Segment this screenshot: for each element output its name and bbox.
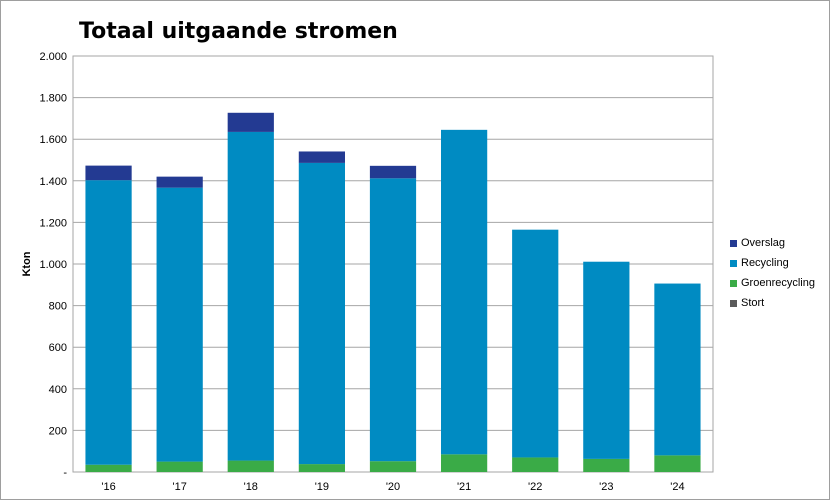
bar-recycling	[156, 187, 203, 462]
bar-groenrecycling	[441, 454, 488, 472]
bar-recycling	[227, 131, 274, 461]
bar-recycling	[85, 180, 132, 465]
bar-overslag	[156, 176, 203, 188]
y-tick-label: 1.600	[39, 134, 67, 146]
bar-recycling	[441, 129, 488, 455]
x-tick-label: '24	[670, 481, 684, 493]
legend-label: Overslag	[741, 237, 786, 249]
legend-item: Stort	[730, 293, 815, 313]
x-tick-label: '20	[386, 481, 400, 493]
bar-recycling	[654, 283, 701, 456]
x-tick-label: '18	[244, 481, 258, 493]
chart-title: Totaal uitgaande stromen	[79, 19, 398, 44]
y-tick-label: 1.000	[39, 259, 67, 271]
legend-item: Recycling	[730, 253, 815, 273]
y-tick-label: 1.400	[39, 176, 67, 188]
bar-groenrecycling	[156, 461, 203, 472]
y-tick-label: 400	[49, 384, 67, 396]
bar-groenrecycling	[369, 461, 417, 472]
y-tick-label: -	[63, 467, 67, 479]
y-tick-label: 1.800	[39, 93, 67, 105]
bar-overslag	[369, 165, 417, 179]
x-tick-label: '19	[315, 481, 329, 493]
legend-swatch	[730, 299, 737, 307]
x-tick-label: '17	[172, 481, 186, 493]
bar-groenrecycling	[583, 458, 630, 472]
bar-overslag	[298, 151, 345, 163]
bar-overslag	[227, 112, 274, 132]
legend-swatch	[730, 279, 737, 287]
legend-item: Overslag	[730, 233, 815, 253]
bar-groenrecycling	[298, 464, 345, 472]
legend-swatch	[730, 239, 737, 247]
legend-item: Groenrecycling	[730, 273, 815, 293]
bar-overslag	[85, 165, 132, 181]
bar-groenrecycling	[654, 455, 701, 472]
y-tick-label: 1.200	[39, 217, 67, 229]
y-tick-label: 600	[49, 342, 67, 354]
y-axis-label: Kton	[21, 251, 33, 276]
bar-recycling	[512, 229, 559, 458]
y-tick-label: 200	[49, 425, 67, 437]
bar-groenrecycling	[512, 457, 559, 472]
legend-label: Recycling	[741, 257, 789, 269]
bar-recycling	[583, 261, 630, 459]
x-tick-label: '22	[528, 481, 542, 493]
chart-legend: Overslag Recycling Groenrecycling Stort	[730, 233, 815, 313]
bar-recycling	[298, 162, 345, 465]
bar-groenrecycling	[85, 464, 132, 472]
y-tick-label: 800	[49, 301, 67, 313]
legend-label: Stort	[741, 297, 765, 309]
y-tick-label: 2.000	[39, 51, 67, 63]
bar-groenrecycling	[227, 460, 274, 472]
x-tick-label: '16	[101, 481, 115, 493]
bar-recycling	[369, 178, 417, 462]
x-tick-label: '21	[457, 481, 471, 493]
legend-label: Groenrecycling	[741, 277, 815, 289]
legend-swatch	[730, 259, 737, 267]
x-tick-label: '23	[599, 481, 613, 493]
